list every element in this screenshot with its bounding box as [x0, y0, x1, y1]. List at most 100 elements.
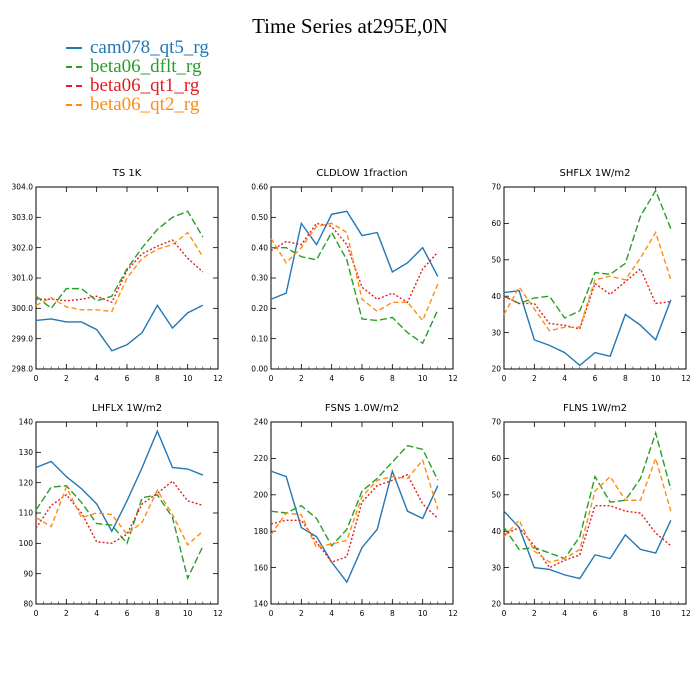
legend-label: beta06_qt2_rg: [90, 94, 200, 115]
x-tick-label: 4: [329, 609, 334, 618]
series-line: [503, 456, 672, 563]
plot-frame: [503, 421, 687, 605]
y-tick-label: 180: [254, 527, 269, 536]
legend-label: cam078_qt5_rg: [90, 37, 209, 58]
legend-line-swatch: [66, 85, 82, 87]
x-tick-label: 6: [360, 374, 365, 383]
legend-label: beta06_dflt_rg: [90, 56, 202, 77]
x-tick-label: 4: [329, 374, 334, 383]
y-tick-label: 0.20: [251, 304, 268, 313]
chart-title: CLDLOW 1fraction: [316, 168, 407, 179]
y-tick-label: 120: [19, 478, 34, 487]
chart-panel: CLDLOW 1fraction 0 2 4 6 8 10 12 0.00 0.10 0.20 0.3…: [251, 168, 458, 383]
x-tick-label: 4: [562, 374, 567, 383]
x-tick-label: 4: [94, 609, 99, 618]
x-tick-label: 12: [213, 374, 223, 383]
legend-line-swatch: [66, 104, 82, 106]
y-tick-label: 50: [491, 491, 501, 500]
y-tick-label: 300.0: [12, 304, 34, 313]
y-tick-label: 140: [19, 418, 34, 427]
y-tick-label: 70: [491, 183, 501, 192]
series-line: [503, 189, 672, 319]
x-tick-label: 8: [623, 374, 628, 383]
y-tick-label: 60: [491, 454, 501, 463]
x-tick-label: 10: [651, 609, 661, 618]
x-tick-label: 2: [299, 374, 304, 383]
series-line: [35, 429, 204, 533]
series-line: [503, 289, 672, 367]
chart-panel: FSNS 1.0W/m2 0 2 4 6 8 10 12 140 160 180 200 220 240: [254, 403, 458, 618]
series-line: [270, 210, 439, 300]
y-tick-label: 0.10: [251, 334, 268, 343]
series-line: [503, 505, 672, 569]
x-tick-label: 10: [418, 609, 428, 618]
chart-title: FSNS 1.0W/m2: [325, 403, 399, 414]
series-line: [270, 468, 439, 584]
y-tick-label: 160: [254, 563, 269, 572]
series-line: [35, 210, 204, 310]
y-tick-label: 0.60: [251, 183, 268, 192]
series-line: [36, 239, 204, 304]
y-tick-label: 30: [491, 328, 501, 337]
y-tick-label: 20: [491, 365, 501, 374]
x-tick-label: 2: [299, 609, 304, 618]
x-tick-label: 0: [34, 609, 39, 618]
series-line: [35, 484, 204, 581]
series-line: [35, 231, 204, 313]
x-tick-label: 0: [269, 609, 274, 618]
y-tick-label: 240: [254, 418, 269, 427]
chart-panel: LHFLX 1W/m2 0 2 4 6 8 10 12 80 90 100 110 120 130 140: [19, 403, 223, 618]
x-tick-label: 10: [183, 609, 193, 618]
series-line: [503, 267, 671, 330]
series-line: [503, 230, 672, 332]
plot-frame: [503, 186, 687, 370]
chart-panel: FLNS 1W/m2 0 2 4 6 8 10 12 20 30 40 50 60 70: [491, 403, 691, 618]
x-tick-label: 0: [502, 609, 507, 618]
legend-label: beta06_qt1_rg: [90, 75, 200, 96]
y-tick-label: 40: [491, 527, 501, 536]
y-tick-label: 140: [254, 600, 269, 609]
y-tick-label: 90: [23, 569, 33, 578]
x-tick-label: 4: [562, 609, 567, 618]
x-tick-label: 6: [593, 374, 598, 383]
y-tick-label: 50: [491, 256, 501, 265]
y-tick-label: 130: [19, 448, 34, 457]
series-line: [503, 430, 672, 560]
y-tick-label: 30: [491, 563, 501, 572]
x-tick-label: 0: [269, 374, 274, 383]
y-tick-label: 100: [19, 539, 34, 548]
chart-title: LHFLX 1W/m2: [92, 403, 162, 414]
series-line: [270, 222, 439, 304]
x-tick-label: 6: [125, 609, 130, 618]
x-tick-label: 8: [390, 609, 395, 618]
x-tick-label: 10: [651, 374, 661, 383]
series-line: [35, 303, 204, 352]
chart-title: SHFLX 1W/m2: [560, 168, 631, 179]
y-tick-label: 40: [491, 292, 501, 301]
series-line: [270, 473, 439, 563]
x-tick-label: 12: [448, 609, 458, 618]
x-tick-label: 8: [155, 609, 160, 618]
plot-frame: [35, 421, 219, 605]
x-tick-label: 2: [532, 609, 537, 618]
y-tick-label: 220: [254, 454, 269, 463]
x-tick-label: 2: [64, 374, 69, 383]
x-tick-label: 6: [125, 374, 130, 383]
series-line: [271, 231, 439, 345]
y-tick-label: 0.30: [251, 274, 268, 283]
legend-line-swatch: [66, 66, 82, 68]
series-line: [35, 485, 204, 546]
plot-frame: [35, 186, 219, 370]
x-tick-label: 12: [448, 374, 458, 383]
series-line: [270, 458, 439, 549]
series-line: [503, 510, 672, 580]
y-tick-label: 0.50: [251, 213, 268, 222]
x-tick-label: 2: [64, 609, 69, 618]
y-tick-label: 0.40: [251, 243, 268, 252]
y-tick-label: 299.0: [12, 334, 34, 343]
x-tick-label: 0: [502, 374, 507, 383]
x-tick-label: 12: [681, 609, 691, 618]
x-tick-label: 8: [623, 609, 628, 618]
x-tick-label: 10: [418, 374, 428, 383]
